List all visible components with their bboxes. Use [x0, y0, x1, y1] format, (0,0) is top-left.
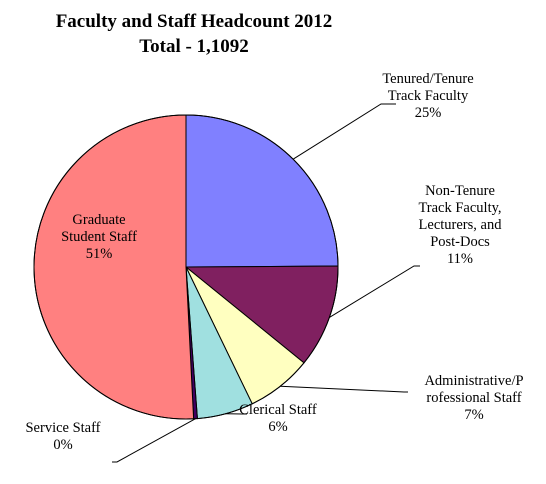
slice-label-line: Non-Tenure — [425, 183, 495, 199]
chart-title: Faculty and Staff Headcount 2012 — [56, 11, 333, 32]
slice-label-line: Lecturers, and — [419, 217, 503, 233]
slice-label: Graduate Student Staff 51% — [61, 212, 137, 262]
slice-label-line: 51% — [86, 246, 113, 262]
slice-label-line: Track Faculty, — [418, 200, 501, 216]
slice-label: Service Staff 0% — [25, 420, 100, 453]
slice-label: Tenured/Tenure Track Faculty 25% — [382, 71, 473, 121]
slice-label-line: Student Staff — [61, 229, 137, 245]
leader-lines — [112, 103, 420, 463]
slice-label: Clerical Staff 6% — [239, 402, 317, 435]
slice-label-line: 6% — [268, 419, 287, 435]
slice-label-line: 25% — [415, 105, 442, 121]
slice-label-line: Tenured/Tenure — [382, 71, 473, 87]
slice-label-line: Clerical Staff — [239, 402, 317, 418]
pie-slice — [33, 114, 195, 420]
pie-slices — [33, 114, 339, 420]
pie-slice — [185, 114, 339, 268]
slice-label-line: rofessional Staff — [426, 390, 521, 406]
slice-label-line: 11% — [447, 251, 473, 267]
leader-line — [280, 385, 408, 393]
chart-subtitle: Total - 1,1092 — [139, 36, 249, 57]
slice-label-line: 7% — [464, 407, 483, 423]
slice-label-line: Track Faculty — [388, 88, 469, 104]
slice-labels: Tenured/Tenure Track Faculty 25% Non-Tenure… — [25, 71, 523, 453]
leader-line — [292, 103, 396, 160]
slice-label-line: 0% — [53, 437, 72, 453]
leader-line — [329, 265, 420, 318]
slice-label-line: Graduate — [72, 212, 125, 228]
slice-label-line: Post-Docs — [430, 234, 490, 250]
slice-label-line: Administrative/P — [424, 373, 523, 389]
slice-label-line: Service Staff — [25, 420, 100, 436]
pie-outline — [33, 114, 339, 420]
slice-label: Administrative/P rofessional Staff 7% — [424, 373, 523, 423]
leader-line — [112, 418, 196, 463]
slice-label: Non-Tenure Track Faculty, Lecturers, and Po… — [418, 183, 502, 267]
